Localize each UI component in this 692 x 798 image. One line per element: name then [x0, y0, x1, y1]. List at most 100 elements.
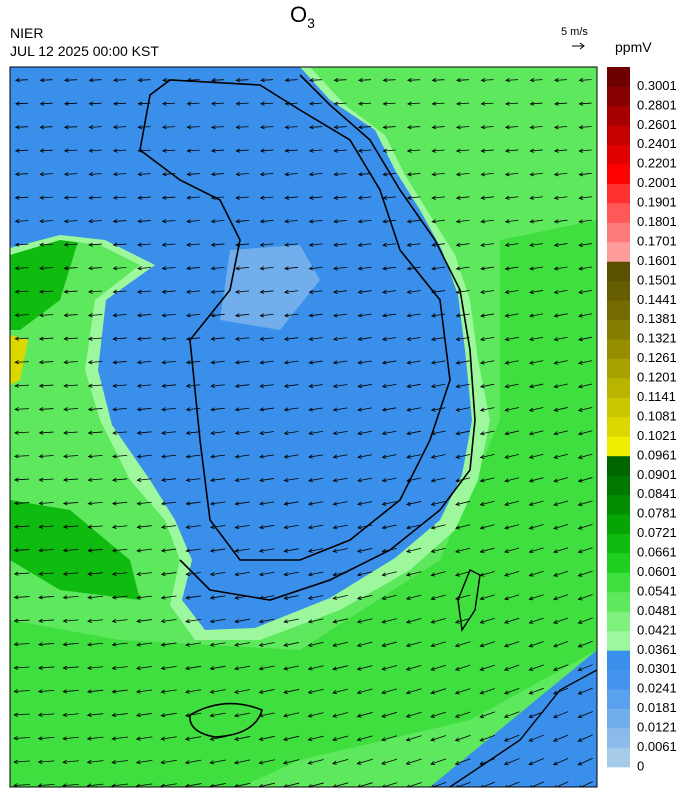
wind-arrow — [503, 641, 520, 648]
wind-arrow — [553, 219, 568, 224]
wind-arrow — [528, 547, 544, 554]
wind-arrow — [381, 571, 397, 577]
wind-arrow — [39, 195, 53, 200]
wind-arrow — [13, 642, 30, 647]
wind-arrow — [235, 125, 249, 130]
wind-arrow — [161, 125, 176, 130]
wind-arrow — [479, 617, 495, 624]
wind-arrow — [112, 430, 128, 435]
wind-arrow — [137, 125, 151, 130]
wind-arrow — [382, 78, 396, 83]
wind-arrow — [333, 195, 347, 200]
colorbar-band — [607, 514, 630, 534]
wind-arrow — [160, 618, 177, 624]
colorbar-label: 0.1321 — [637, 331, 677, 346]
wind-arrow — [87, 313, 103, 318]
wind-arrow — [111, 501, 128, 506]
wind-arrow — [430, 500, 446, 506]
wind-arrow — [136, 383, 152, 388]
wind-arrow — [431, 242, 445, 247]
wind-arrow — [112, 454, 128, 459]
wind-arrow — [137, 219, 151, 224]
wind-arrow — [577, 360, 593, 365]
wind-arrow — [209, 524, 226, 530]
colorbar-band — [607, 164, 630, 184]
wind-arrow — [283, 336, 299, 341]
wind-arrow — [111, 618, 128, 624]
wind-arrow — [210, 313, 225, 318]
wind-arrow — [503, 688, 520, 695]
wind-arrow — [235, 172, 249, 177]
wind-arrow — [111, 689, 128, 694]
wind-arrow — [504, 430, 519, 436]
wind-arrow — [88, 101, 102, 106]
wind-arrow — [14, 454, 30, 459]
wind-arrow — [504, 383, 519, 389]
wind-arrow — [62, 618, 79, 623]
wind-arrow — [87, 430, 103, 435]
wind-arrow — [88, 125, 102, 130]
wind-arrow — [137, 242, 152, 247]
colorbar-label: 0.0061 — [637, 739, 677, 754]
wind-arrow — [259, 477, 275, 483]
wind-arrow — [38, 548, 54, 553]
wind-arrow — [528, 734, 544, 742]
wind-arrow — [283, 548, 299, 553]
field-zone — [430, 650, 597, 787]
wind-arrow — [161, 383, 176, 388]
wind-arrow — [357, 501, 373, 506]
wind-arrow — [480, 219, 494, 224]
colorbar-label: 0.0301 — [637, 661, 677, 676]
wind-arrow — [382, 195, 396, 200]
wind-arrow — [307, 712, 324, 718]
colorbar-band — [607, 669, 630, 690]
wind-arrow — [209, 501, 226, 506]
wind-arrow — [406, 383, 421, 389]
wind-arrow — [307, 665, 324, 671]
colorbar-label: 0.1141 — [637, 389, 676, 404]
wind-arrow — [577, 500, 593, 507]
wind-arrow — [14, 125, 29, 130]
wind-arrow — [87, 360, 103, 365]
wind-arrow — [578, 195, 592, 200]
wind-arrow — [454, 571, 471, 577]
wind-arrow — [284, 148, 298, 153]
colorbar-label: 0.0421 — [637, 622, 677, 637]
wind-arrow — [357, 172, 372, 177]
wind-arrow — [405, 758, 422, 765]
wind-arrow — [283, 430, 299, 436]
wind-arrow — [13, 548, 30, 553]
wind-arrow — [577, 734, 593, 742]
wind-arrow — [529, 148, 543, 153]
wind-arrow — [234, 524, 250, 530]
colorbar-label: 0.1201 — [637, 370, 677, 385]
wind-arrow — [430, 711, 447, 718]
wind-arrow — [161, 454, 177, 459]
colorbar-band — [607, 475, 630, 496]
wind-arrow — [39, 101, 53, 106]
wind-arrow — [63, 242, 78, 247]
wind-arrow — [259, 148, 274, 153]
wind-arrow — [479, 711, 495, 718]
wind-arrow — [307, 524, 324, 530]
wind-arrow — [553, 242, 568, 248]
wind-arrow — [577, 617, 593, 624]
colorbar-band — [607, 533, 630, 554]
wind-arrow — [185, 360, 201, 365]
wind-arrow — [234, 548, 250, 553]
wind-arrow — [382, 125, 396, 130]
wind-arrow — [430, 407, 446, 412]
wind-arrow — [528, 430, 544, 436]
wind-arrow — [431, 172, 445, 177]
wind-arrow — [578, 313, 593, 318]
wind-arrow — [307, 548, 324, 553]
wind-arrow — [111, 524, 128, 529]
wind-arrow — [406, 148, 421, 153]
wind-arrow — [87, 477, 103, 482]
colorbar-band — [607, 689, 630, 709]
wind-arrow — [136, 454, 152, 459]
wind-arrow — [88, 172, 102, 177]
wind-arrow — [283, 665, 300, 671]
wind-arrow — [504, 266, 519, 271]
